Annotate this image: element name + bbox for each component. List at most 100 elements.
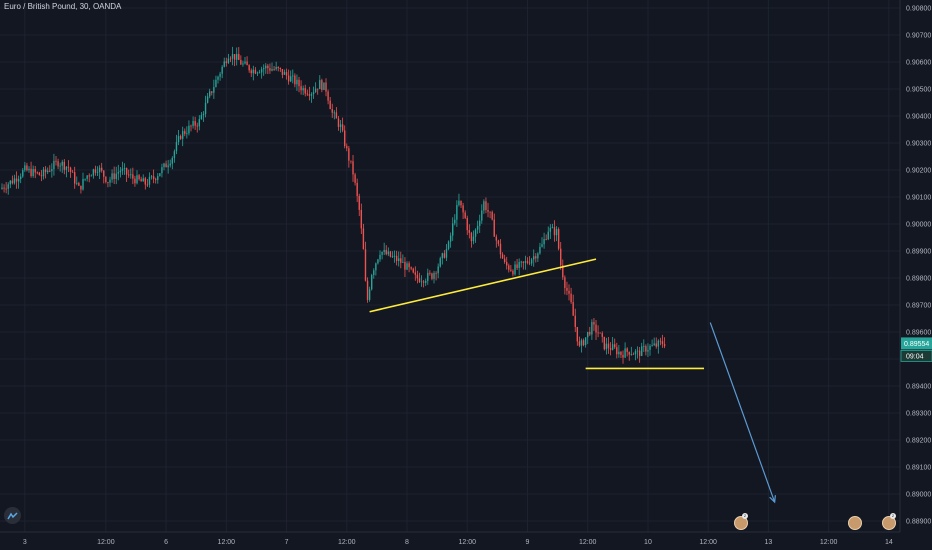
candle-body [628,351,630,355]
candle-body [46,170,49,173]
candle-body [171,157,174,164]
candle-body [76,183,78,184]
candle-body [335,112,338,119]
candle-body [609,348,612,350]
candle-body [622,354,624,358]
candle-body [383,249,385,252]
candle-body [393,255,396,257]
candle-body [225,61,228,64]
candle-body [618,351,620,355]
candle-body [508,265,510,270]
candle-body [462,205,464,213]
y-tick-label: 0.90600 [906,60,931,67]
candle-body [233,54,236,60]
countdown-badge [900,350,932,362]
candle-body [17,178,20,182]
candle-body [481,210,483,221]
candle-body [236,53,238,60]
candle-body [290,76,292,82]
candle-body [452,223,454,236]
candle-body [179,136,182,139]
candle-body [479,220,481,226]
candle-body [630,354,633,355]
candle-body [474,229,477,237]
candle-body [537,253,539,259]
y-tick-label: 0.89700 [906,303,931,310]
candle-body [468,230,471,233]
candle-body [499,243,502,255]
candle-body [269,68,271,71]
candle-body [115,173,117,179]
candle-body [437,266,439,274]
candle-body [294,75,296,85]
candle-body [447,241,450,249]
candle-body [501,254,504,259]
candle-body [663,344,666,347]
candle-body [562,265,564,278]
x-tick-label: 12:00 [699,539,717,546]
candle-body [593,322,595,325]
candle-body [331,109,333,113]
candle-body [323,82,325,90]
user-avatar-icon[interactable] [882,516,896,530]
candle-body [400,258,402,263]
candle-body [150,176,153,178]
candle-body [503,258,506,262]
x-tick-label: 12:00 [458,539,476,546]
candle-body [435,272,437,274]
candle-body [535,256,537,259]
user-avatar-icon[interactable] [734,516,748,530]
candle-body [354,174,356,183]
candle-body [638,350,641,356]
candle-body [439,258,441,267]
candle-body [1,187,3,189]
candle-body [551,227,554,228]
candle-body [661,341,664,345]
y-tick-label: 0.90800 [906,6,931,13]
candle-body [130,174,132,176]
candle-body [427,272,429,281]
candle-body [605,343,608,350]
candle-body [127,174,130,176]
candle-body [94,169,97,173]
candle-body [308,94,311,96]
candle-body [200,114,203,120]
candle-body [520,261,522,263]
candle-body [73,172,76,184]
candle-body [624,348,626,358]
candle-body [92,169,95,176]
candle-body [242,63,244,65]
candle-body [541,244,543,247]
candle-body [476,225,479,230]
candle-body [271,69,273,71]
candle-body [34,169,36,173]
candle-body [601,333,603,337]
candle-body [329,100,331,110]
user-avatar-icon[interactable] [848,516,862,530]
candle-body [65,166,68,170]
candle-body [607,343,610,349]
candle-body [470,232,473,242]
y-tick-label: 0.90300 [906,141,931,148]
candle-body [287,75,290,82]
candle-body [616,347,618,355]
candle-body [445,248,448,258]
candle-body [252,69,255,74]
candle-body [298,79,300,87]
candle-body [107,182,109,183]
tradingview-logo-icon[interactable] [4,507,21,524]
candle-body [132,174,134,179]
y-tick-label: 0.89400 [906,384,931,391]
candle-body [333,112,336,114]
candle-body [213,87,215,93]
candle-body [591,322,593,335]
candle-body [250,70,252,74]
candle-body [620,351,622,355]
candle-body [458,200,460,206]
candle-body [277,67,279,68]
candle-body [568,290,570,294]
candle-body [597,332,599,334]
candle-body [449,235,452,242]
candle-body [366,280,369,300]
